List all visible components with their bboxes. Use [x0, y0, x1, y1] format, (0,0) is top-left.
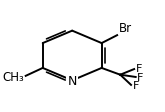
Text: CH₃: CH₃: [2, 70, 24, 83]
Text: F: F: [137, 72, 144, 82]
Text: F: F: [136, 64, 142, 74]
Text: N: N: [67, 74, 77, 87]
Text: F: F: [133, 81, 139, 91]
Text: Br: Br: [119, 22, 132, 35]
